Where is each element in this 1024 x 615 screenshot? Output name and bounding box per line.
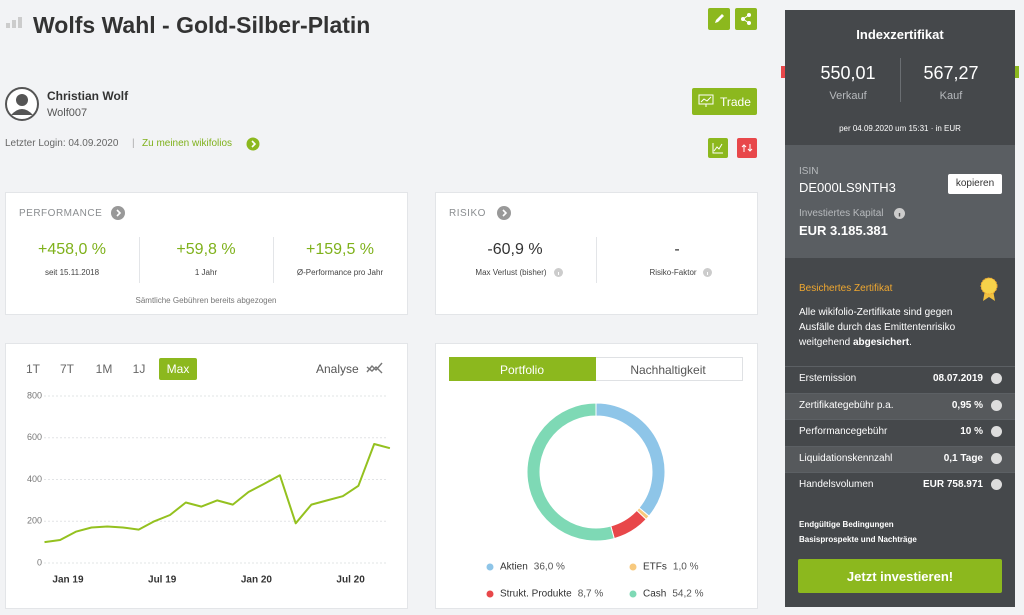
secured-title: Besichertes Zertifikat <box>799 283 893 294</box>
invest-button[interactable]: Jetzt investieren! <box>798 559 1002 593</box>
portfolio-card <box>435 343 758 609</box>
sidebar-title: Indexzertifikat <box>856 27 944 42</box>
fact-row <box>785 445 1015 473</box>
range-button[interactable]: 1T <box>25 362 41 376</box>
sidebar <box>785 10 1015 607</box>
fact-value: 0,95 % <box>951 399 983 411</box>
performance-value: +159,5 % <box>305 241 375 258</box>
fact-label: Zertifikategebühr p.a. <box>799 399 894 411</box>
invest-label[interactable]: Jetzt investieren! <box>846 569 954 584</box>
trade-label[interactable]: Trade <box>720 95 751 109</box>
secured-text-main: Alle wikifolio-Zertifikate sind gegen Au… <box>799 307 956 348</box>
tab-label[interactable]: Portfolio <box>499 363 545 377</box>
share-button[interactable] <box>735 8 757 30</box>
fact-label: Erstemission <box>799 373 857 384</box>
edit-button[interactable] <box>708 8 730 30</box>
fact-label: Liquidationskennzahl <box>799 452 893 464</box>
divider <box>273 237 274 283</box>
fact-label: Performancegebühr <box>799 426 888 437</box>
copy-label[interactable]: kopieren <box>955 178 995 189</box>
info-icon[interactable] <box>554 268 563 277</box>
bid-price: 550,01 <box>820 63 876 83</box>
performance-value: +458,0 % <box>37 241 107 258</box>
risk-value: -60,9 % <box>487 241 543 258</box>
divider <box>596 237 597 283</box>
info-icon[interactable] <box>991 426 1002 437</box>
risk-value: - <box>674 241 680 258</box>
avatar[interactable] <box>5 87 39 121</box>
performance-card <box>5 192 408 315</box>
range-button[interactable]: 1J <box>132 362 146 376</box>
fact-value: 08.07.2019 <box>932 373 983 384</box>
performance-label: 1 Jahr <box>194 268 218 277</box>
link-arrow[interactable] <box>246 137 260 151</box>
fact-row <box>785 472 1015 499</box>
page-title: Wolfs Wahl - Gold-Silber-Platin <box>33 12 371 38</box>
tab-label[interactable]: Nachhaltigkeit <box>630 363 706 377</box>
last-login: Letzter Login: 04.09.2020 <box>5 138 119 149</box>
analyse-icon[interactable] <box>366 361 384 375</box>
range-button[interactable]: Max <box>166 362 190 376</box>
isin-label: ISIN <box>799 166 819 177</box>
separator: | <box>132 138 135 149</box>
divider <box>900 58 901 102</box>
range-button[interactable]: 7T <box>59 362 75 376</box>
ask-marker <box>1015 66 1019 78</box>
performance-title: PERFORMANCE <box>19 208 103 219</box>
fact-value: 0,1 Tage <box>943 452 983 464</box>
risk-info[interactable] <box>497 206 511 220</box>
fact-value: 10 % <box>960 426 983 437</box>
performance-info[interactable] <box>111 206 125 220</box>
isin-panel <box>785 145 1015 258</box>
secured-text-end: . <box>909 337 912 348</box>
fact-row <box>785 392 1015 420</box>
secured-text: Alle wikifolio-Zertifikate sind gegen Au… <box>799 305 979 350</box>
range-active-bg[interactable] <box>159 358 197 380</box>
chart-icon-button[interactable] <box>708 138 728 158</box>
performance-value: +59,8 % <box>176 241 236 258</box>
medal-icon <box>980 277 998 301</box>
fact-row <box>785 366 1015 393</box>
logo-bars <box>6 17 22 28</box>
info-icon[interactable] <box>991 373 1002 384</box>
performance-label: seit 15.11.2018 <box>44 268 100 277</box>
info-icon[interactable] <box>703 268 712 277</box>
fact-value: EUR 758.971 <box>922 479 983 490</box>
copy-button[interactable]: kopieren <box>948 174 1002 194</box>
info-icon[interactable] <box>991 452 1002 464</box>
terms-link[interactable]: Endgültige Bedingungen <box>799 520 894 529</box>
tab-active[interactable] <box>449 357 596 381</box>
info-icon[interactable] <box>894 208 905 219</box>
capital-label: Investiertes Kapital <box>799 208 884 219</box>
trader-nickname: Wolf007 <box>47 107 88 119</box>
fact-row <box>785 419 1015 446</box>
info-icon[interactable] <box>991 399 1002 411</box>
ask-price: 567,27 <box>923 63 979 83</box>
ask-label: Kauf <box>939 90 963 102</box>
trade-button[interactable]: Trade <box>692 88 757 115</box>
divider <box>139 237 140 283</box>
risk-label: Max Verlust (bisher) <box>475 268 547 277</box>
compare-button[interactable] <box>737 138 757 158</box>
my-wikifolios-link[interactable]: Zu meinen wikifolios <box>142 138 233 149</box>
isin-value: DE000LS9NTH3 <box>799 180 896 195</box>
analyse-button[interactable]: Analyse <box>316 362 359 376</box>
fact-label: Handelsvolumen <box>799 479 874 490</box>
info-icon[interactable] <box>991 479 1002 490</box>
risk-label: Risiko-Faktor <box>649 268 697 277</box>
range-button[interactable]: 1M <box>95 362 113 376</box>
secured-text-bold: abgesichert <box>852 337 910 348</box>
fee-note: Sämtliche Gebühren bereits abgezogen <box>135 296 277 305</box>
risk-title: RISIKO <box>449 208 486 219</box>
bid-label: Verkauf <box>829 90 867 102</box>
bid-marker <box>781 66 785 78</box>
prospectus-link[interactable]: Basisprospekte und Nachträge <box>799 535 917 544</box>
trader-name[interactable]: Christian Wolf <box>47 89 129 103</box>
capital-value: EUR 3.185.381 <box>799 223 888 238</box>
performance-label: Ø-Performance pro Jahr <box>296 268 384 277</box>
chart-card <box>5 343 408 609</box>
price-timestamp: per 04.09.2020 um 15:31 · in EUR <box>839 124 961 133</box>
